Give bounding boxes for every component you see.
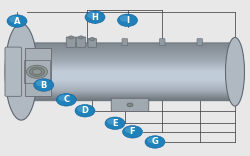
- Circle shape: [90, 37, 95, 41]
- Text: A: A: [14, 17, 20, 26]
- FancyBboxPatch shape: [160, 39, 165, 46]
- Circle shape: [26, 65, 48, 78]
- Circle shape: [9, 16, 19, 22]
- Circle shape: [75, 105, 95, 117]
- Circle shape: [125, 127, 135, 133]
- Ellipse shape: [226, 37, 244, 106]
- Circle shape: [58, 95, 68, 101]
- Ellipse shape: [5, 23, 38, 120]
- FancyBboxPatch shape: [5, 47, 21, 96]
- Text: E: E: [112, 119, 118, 128]
- Circle shape: [118, 14, 138, 27]
- FancyBboxPatch shape: [76, 37, 86, 47]
- FancyBboxPatch shape: [88, 39, 96, 47]
- Circle shape: [36, 80, 46, 86]
- Text: I: I: [126, 16, 129, 25]
- FancyBboxPatch shape: [25, 48, 51, 96]
- Text: C: C: [63, 95, 69, 104]
- Circle shape: [77, 106, 87, 112]
- Circle shape: [34, 79, 54, 91]
- FancyBboxPatch shape: [7, 53, 25, 90]
- Circle shape: [56, 94, 76, 106]
- Text: F: F: [130, 127, 135, 136]
- FancyBboxPatch shape: [197, 39, 202, 46]
- FancyBboxPatch shape: [111, 98, 149, 112]
- Circle shape: [30, 67, 44, 76]
- Text: B: B: [40, 80, 47, 90]
- Circle shape: [120, 15, 130, 22]
- Circle shape: [85, 11, 105, 23]
- Circle shape: [127, 103, 133, 107]
- Circle shape: [78, 36, 84, 39]
- Circle shape: [122, 126, 142, 138]
- Circle shape: [32, 69, 42, 75]
- Text: G: G: [152, 137, 158, 146]
- Circle shape: [7, 15, 27, 27]
- Circle shape: [105, 117, 125, 129]
- Circle shape: [68, 36, 73, 39]
- Circle shape: [147, 137, 157, 143]
- Text: H: H: [92, 13, 98, 22]
- Circle shape: [145, 136, 165, 148]
- Circle shape: [87, 12, 97, 19]
- Circle shape: [107, 118, 117, 125]
- FancyBboxPatch shape: [122, 39, 128, 46]
- Text: D: D: [82, 106, 88, 115]
- FancyBboxPatch shape: [66, 37, 76, 47]
